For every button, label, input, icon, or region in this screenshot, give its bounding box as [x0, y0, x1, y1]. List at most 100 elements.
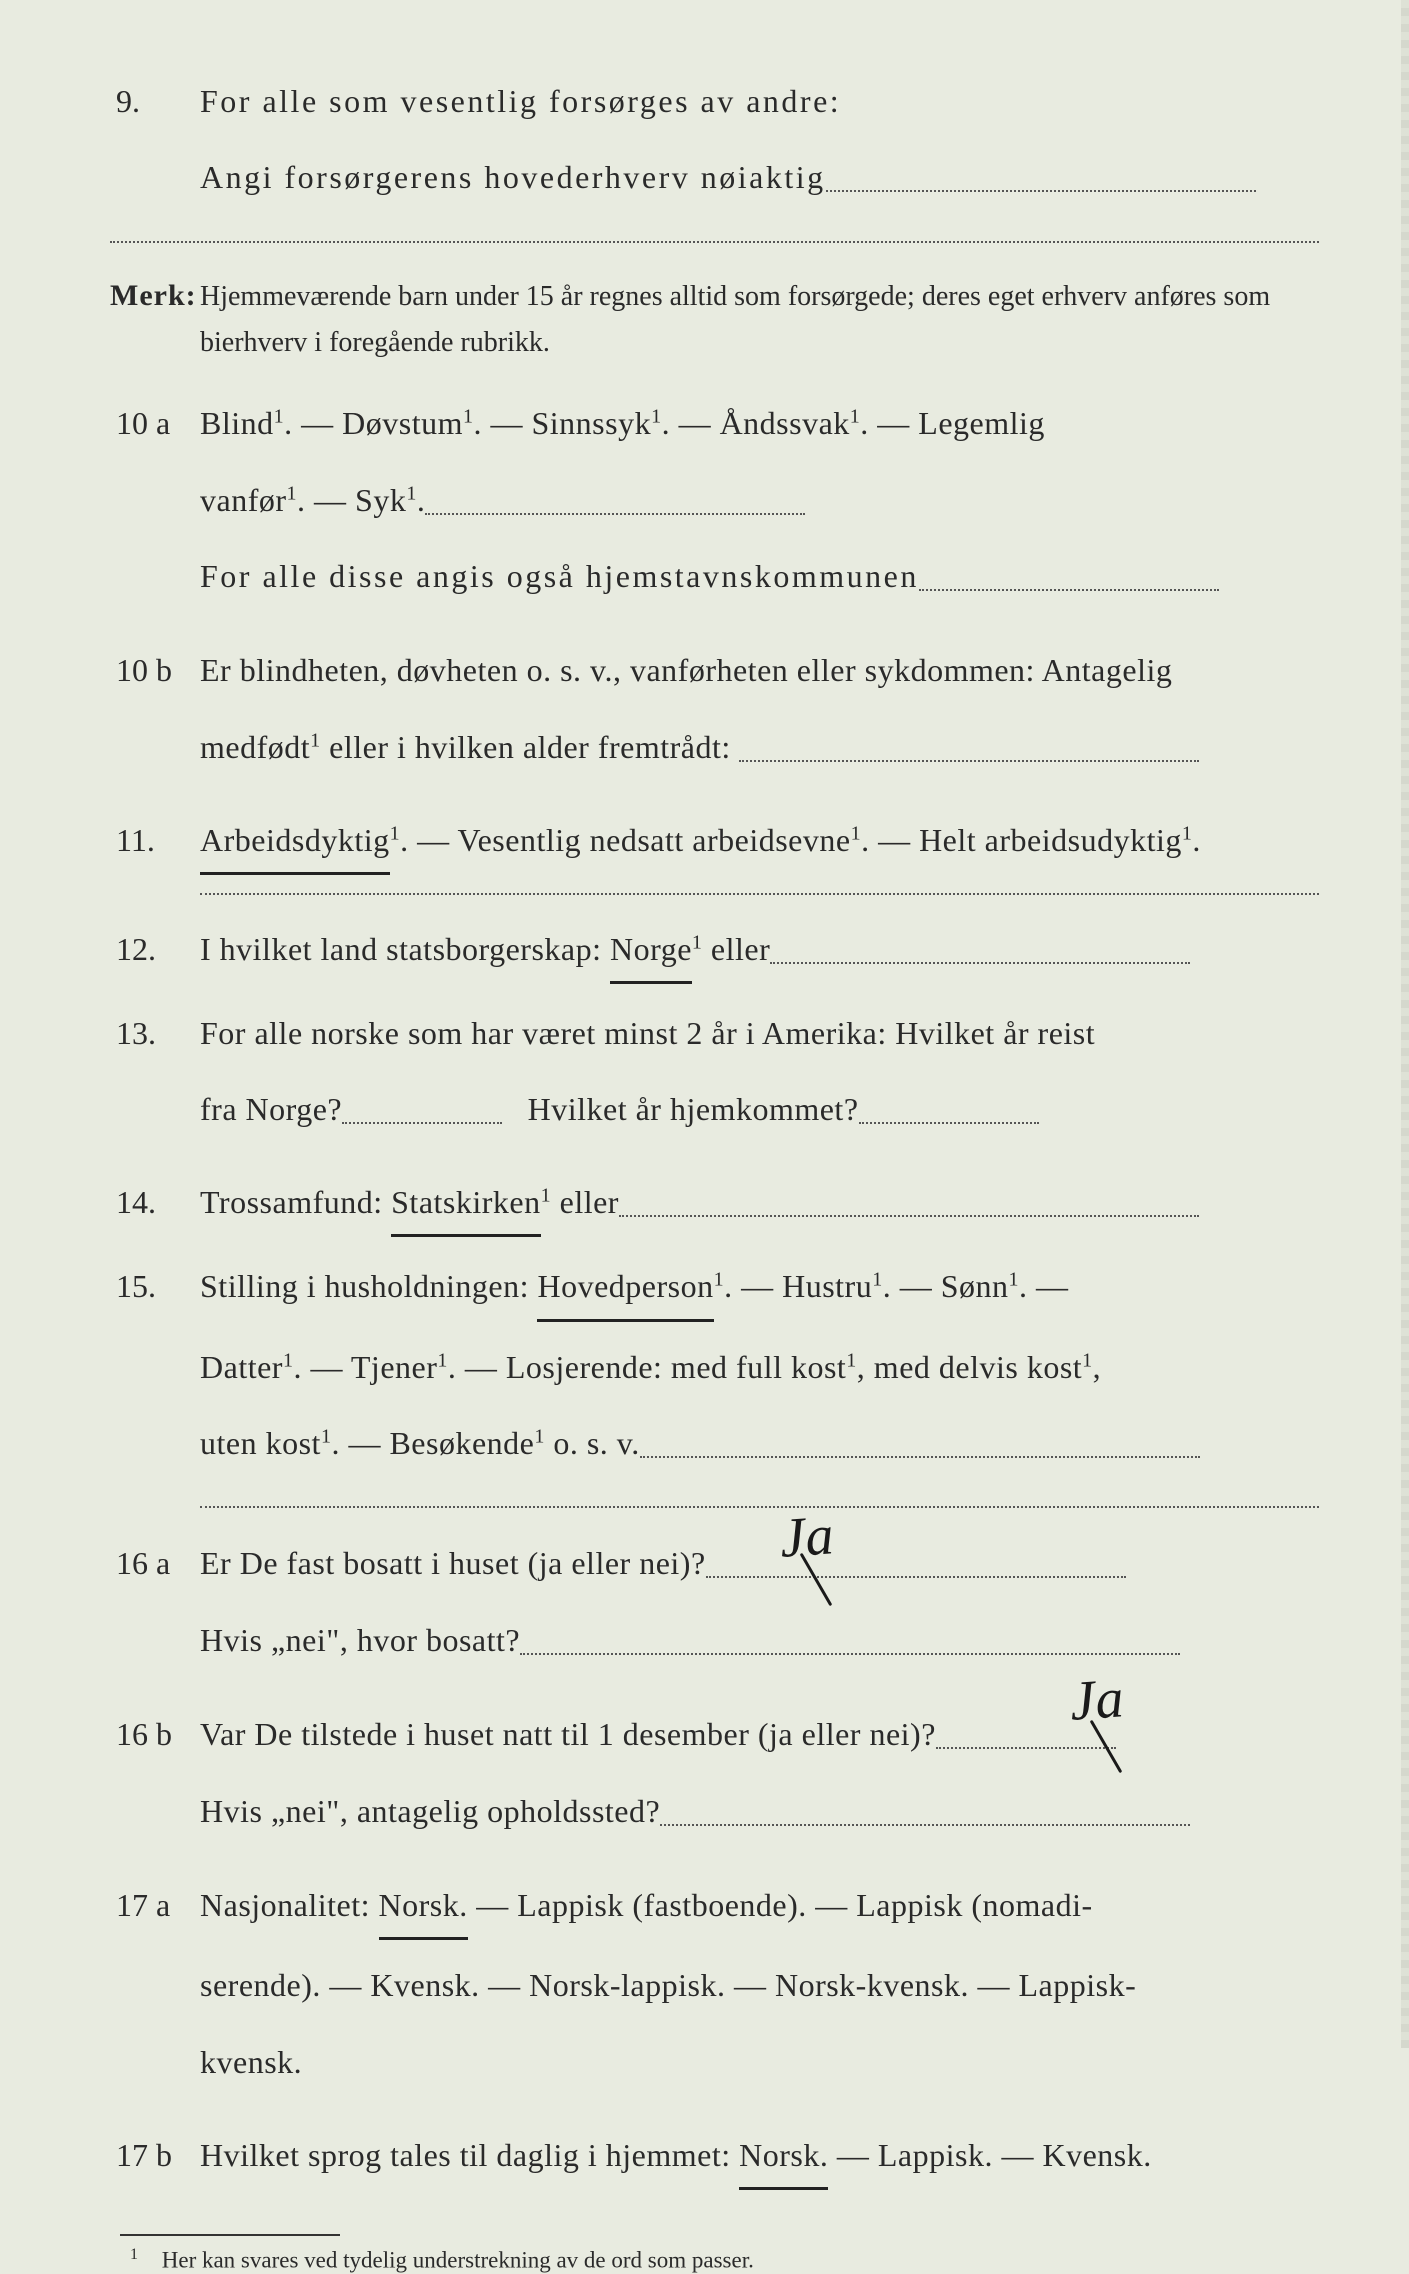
- footnote-rule: [120, 2234, 340, 2236]
- q14-blank[interactable]: [619, 1185, 1199, 1217]
- q15-line2: Datter1. — Tjener1. — Losjerende: med fu…: [200, 1336, 1319, 1398]
- q10b-line2: medfødt1 eller i hvilken alder fremtrådt…: [200, 716, 1319, 778]
- q14-content: Trossamfund: Statskirken1 eller: [200, 1172, 1319, 1237]
- sup: 1: [692, 931, 703, 953]
- q17a-number: 17 a: [110, 1875, 200, 1936]
- question-9: 9. For alle som vesentlig forsørges av a…: [110, 70, 1319, 223]
- sup: 1: [321, 1425, 332, 1447]
- divider-after-9: [110, 241, 1319, 243]
- sup: 1: [274, 406, 285, 428]
- q10a-line2: vanfør1. — Syk1.: [200, 469, 1319, 531]
- q14-number: 14.: [110, 1172, 200, 1233]
- sep: —: [670, 405, 720, 441]
- q13-line2b: Hvilket år hjemkommet?: [528, 1091, 859, 1127]
- q10a-content: Blind1. — Døvstum1. — Sinnssyk1. — Åndss…: [200, 392, 1319, 621]
- q10a-opt-blind: Blind: [200, 405, 274, 441]
- q11-number: 11.: [110, 810, 200, 871]
- page-perforation: [1401, 0, 1409, 2048]
- q15-osv: o. s. v.: [545, 1425, 640, 1461]
- sup: 1: [651, 406, 662, 428]
- q13-blank1[interactable]: [342, 1092, 502, 1124]
- q10b-blank[interactable]: [739, 730, 1199, 762]
- q16b-q2: Hvis „nei", antagelig opholdssted?: [200, 1793, 660, 1829]
- q12-selected-norge: Norge: [610, 919, 692, 984]
- sup: 1: [851, 822, 862, 844]
- question-13: 13. For alle norske som har været minst …: [110, 1002, 1319, 1155]
- q16b-q1: Var De tilstede i huset natt til 1 desem…: [200, 1716, 936, 1752]
- q15-number: 15.: [110, 1256, 200, 1317]
- q12-post: eller: [702, 931, 770, 967]
- footnote-text: Her kan svares ved tydelig understreknin…: [162, 2248, 754, 2273]
- q12-blank[interactable]: [770, 932, 1190, 964]
- sup: 1: [850, 406, 861, 428]
- q15-datter: Datter: [200, 1349, 283, 1385]
- q15-pre: Stilling i husholdningen:: [200, 1268, 537, 1304]
- q10a-opt-dovstum: Døvstum: [342, 405, 463, 441]
- q17b-content: Hvilket sprog tales til daglig i hjemmet…: [200, 2125, 1319, 2190]
- sep: ,: [1093, 1349, 1102, 1385]
- q13-line1: For alle norske som har været minst 2 år…: [200, 1002, 1319, 1064]
- q10a-line1: Blind1. — Døvstum1. — Sinnssyk1. — Åndss…: [200, 392, 1319, 454]
- q10b-number: 10 b: [110, 640, 200, 701]
- question-14: 14. Trossamfund: Statskirken1 eller: [110, 1172, 1319, 1237]
- q16b-line1: Var De tilstede i huset natt til 1 desem…: [200, 1703, 1319, 1765]
- sup: 1: [463, 406, 474, 428]
- q16b-blank2[interactable]: [660, 1794, 1190, 1826]
- q16a-line1: Er De fast bosatt i huset (ja eller nei)…: [200, 1532, 1319, 1594]
- question-10b: 10 b Er blindheten, døvheten o. s. v., v…: [110, 639, 1319, 792]
- q17b-rest: — Lappisk. — Kvensk.: [828, 2137, 1151, 2173]
- q14-selected-statskirken: Statskirken: [391, 1172, 540, 1237]
- q10a-number: 10 a: [110, 393, 200, 454]
- q16a-handwritten-answer: Ja: [779, 1517, 835, 1560]
- q17b-number: 17 b: [110, 2125, 200, 2186]
- q15-line1: Stilling i husholdningen: Hovedperson1. …: [200, 1255, 1319, 1321]
- sep: .: [662, 405, 671, 441]
- sep: .: [473, 405, 482, 441]
- q13-blank2[interactable]: [859, 1092, 1039, 1124]
- q10a-opt-andssvak: Åndssvak: [720, 405, 850, 441]
- sup: 1: [283, 1349, 294, 1371]
- sup: 1: [714, 1269, 725, 1291]
- q15-content: Stilling i husholdningen: Hovedperson1. …: [200, 1255, 1319, 1488]
- q12-pre: I hvilket land statsborgerskap:: [200, 931, 610, 967]
- sup: 1: [1009, 1269, 1020, 1291]
- q13-number: 13.: [110, 1003, 200, 1064]
- q16a-blank1[interactable]: [706, 1546, 1126, 1578]
- q15-seg2: . — Sønn: [883, 1268, 1009, 1304]
- q13-content: For alle norske som har været minst 2 år…: [200, 1002, 1319, 1155]
- sup: 1: [541, 1185, 552, 1207]
- q10a-opt-syk: Syk: [355, 482, 406, 518]
- question-17b: 17 b Hvilket sprog tales til daglig i hj…: [110, 2125, 1319, 2190]
- footnote-number: 1: [130, 2246, 138, 2263]
- q14-pre: Trossamfund:: [200, 1184, 391, 1220]
- q11-mid: . — Vesentlig nedsatt arbeidsevne: [400, 822, 850, 858]
- q15-delvis: , med delvis kost: [857, 1349, 1082, 1385]
- q9-line2: Angi forsørgerens hovederhverv nøiaktig: [200, 146, 1319, 208]
- q9-blank[interactable]: [826, 160, 1256, 192]
- sep: —: [482, 405, 532, 441]
- merk-note: Merk: Hjemmeværende barn under 15 år reg…: [110, 267, 1319, 366]
- q15-line3: uten kost1. — Besøkende1 o. s. v.: [200, 1412, 1319, 1474]
- q10a-line3-text: For alle disse angis også hjemstavnskomm…: [200, 558, 919, 594]
- q10a-blank2[interactable]: [919, 559, 1219, 591]
- q9-line2-text: Angi forsørgerens hovederhverv nøiaktig: [200, 159, 826, 195]
- sep: —: [869, 405, 919, 441]
- q10a-blank1[interactable]: [425, 483, 805, 515]
- q13-line2: fra Norge? Hvilket år hjemkommet?: [200, 1078, 1319, 1140]
- sup: 1: [872, 1269, 883, 1291]
- question-15: 15. Stilling i husholdningen: Hovedperso…: [110, 1255, 1319, 1488]
- merk-text: Hjemmeværende barn under 15 år regnes al…: [200, 274, 1319, 366]
- sup: 1: [310, 729, 321, 751]
- sep: .: [297, 482, 306, 518]
- q14-post: eller: [551, 1184, 619, 1220]
- sep: .: [417, 482, 426, 518]
- q15-selected-hovedperson: Hovedperson: [537, 1255, 713, 1321]
- q10b-content: Er blindheten, døvheten o. s. v., vanfør…: [200, 639, 1319, 792]
- q15-blank[interactable]: [640, 1426, 1200, 1458]
- q16a-number: 16 a: [110, 1533, 200, 1594]
- q15-uten: uten kost: [200, 1425, 321, 1461]
- q15-besok: . — Besøkende: [331, 1425, 534, 1461]
- q10a-line3: For alle disse angis også hjemstavnskomm…: [200, 545, 1319, 607]
- census-form-page: 9. For alle som vesentlig forsørges av a…: [110, 70, 1319, 1998]
- q16a-blank2[interactable]: [520, 1623, 1180, 1655]
